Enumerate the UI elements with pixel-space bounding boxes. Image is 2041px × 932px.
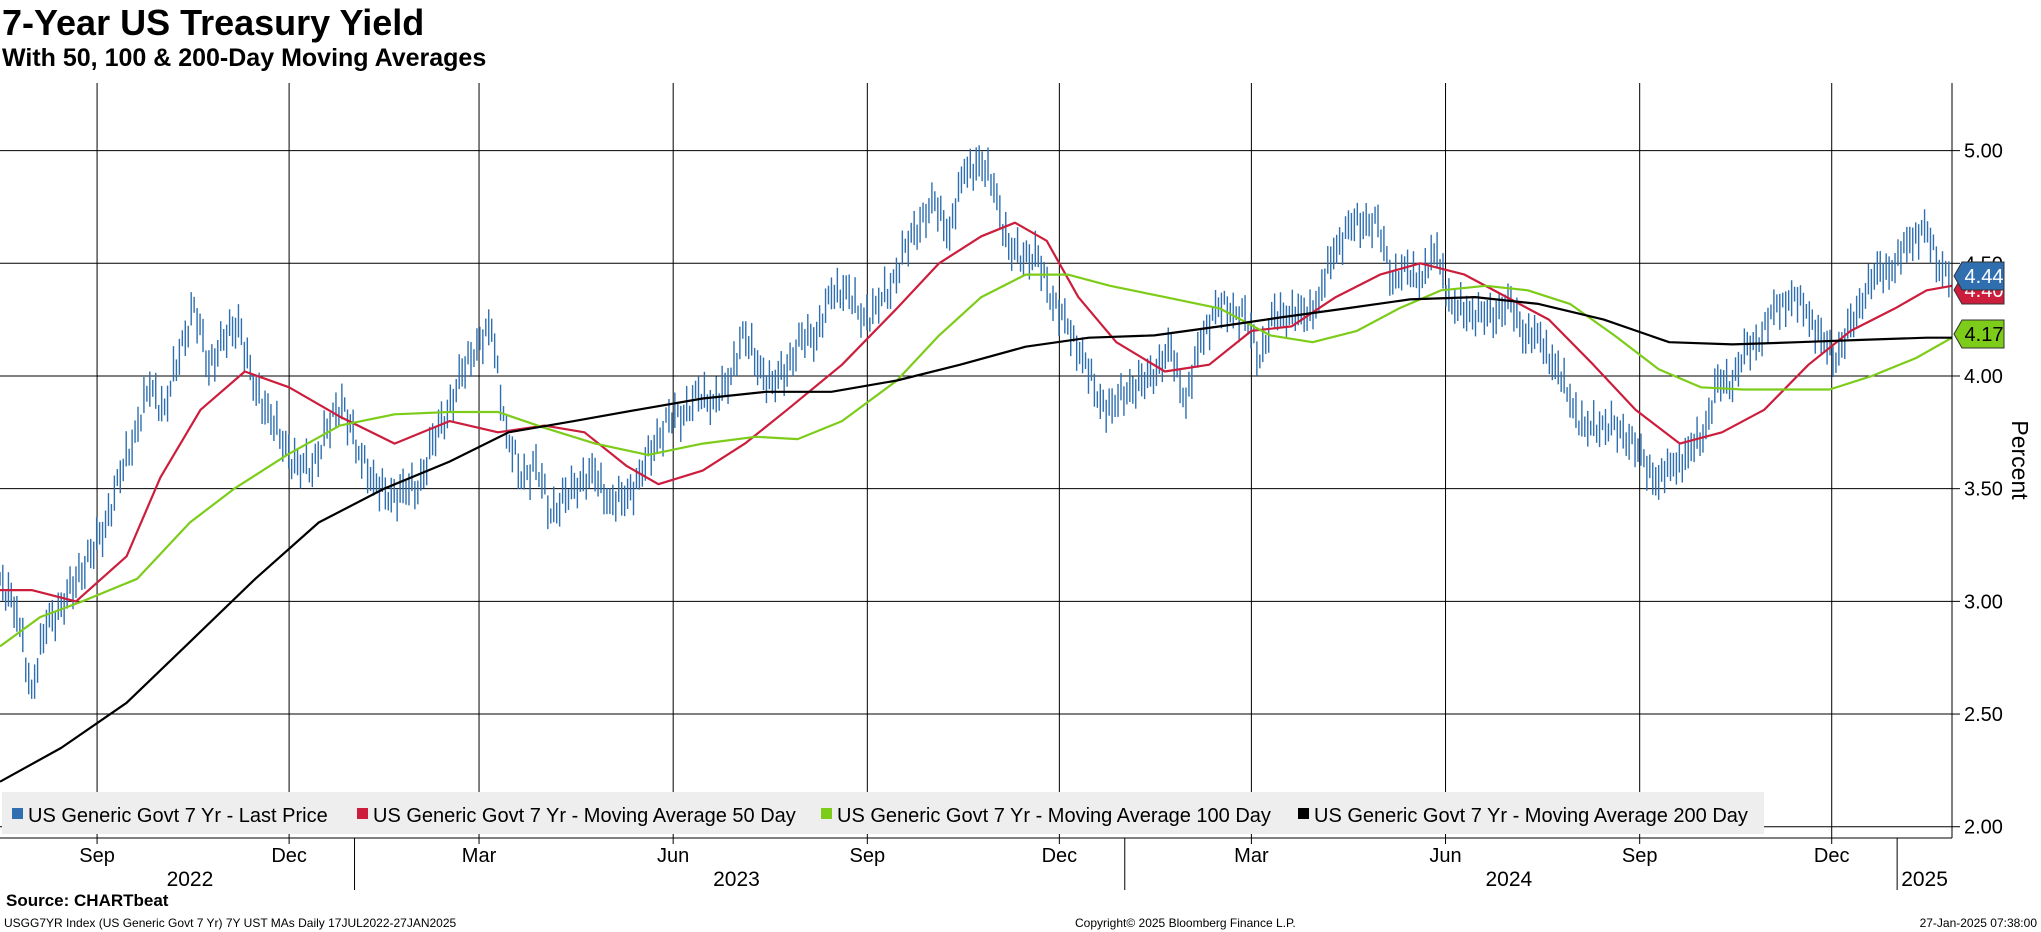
series-line-1 [0, 221, 1953, 603]
x-month-label: Mar [462, 845, 497, 867]
y-tick-label: 3.50 [1964, 479, 2003, 501]
legend-label: US Generic Govt 7 Yr - Moving Average 50… [373, 805, 796, 827]
x-month-label: Dec [1814, 845, 1850, 867]
footer-timestamp: 27-Jan-2025 07:38:00 [1919, 916, 2037, 930]
footer-series-info: USGG7YR Index (US Generic Govt 7 Yr) 7Y … [4, 916, 457, 930]
last-value-label: 4.17 [1953, 319, 2005, 349]
grid-lines [0, 83, 1952, 838]
y-tick-label: 3.00 [1964, 591, 2003, 613]
x-month-label: Sep [850, 845, 886, 867]
last-value-text: 4.44 [1965, 266, 2004, 288]
legend-swatch [1298, 808, 1309, 819]
x-year-label: 2022 [167, 868, 214, 891]
series-line-2 [0, 273, 1953, 648]
series-price-bars [0, 145, 1950, 699]
y-tick-label: 2.00 [1964, 817, 2003, 839]
y-tick-label: 2.50 [1964, 704, 2003, 726]
last-value-label: 4.44 [1953, 261, 2005, 291]
x-month-label: Dec [271, 845, 307, 867]
x-month-label: Jun [657, 845, 689, 867]
chart-title: 7-Year US Treasury Yield [2, 2, 425, 43]
x-month-label: Dec [1042, 845, 1078, 867]
chart-subtitle: With 50, 100 & 200-Day Moving Averages [2, 44, 487, 72]
legend-item[interactable]: US Generic Govt 7 Yr - Last Price [12, 805, 328, 827]
y-axis-title: Percent [2007, 420, 2033, 500]
last-value-labels: 4.404.174.44 [1953, 261, 2005, 349]
series-line-3 [0, 296, 1952, 783]
x-month-label: Sep [79, 845, 115, 867]
y-tick-label: 5.00 [1964, 141, 2003, 163]
x-year-label: 2025 [1901, 868, 1948, 891]
axes: 5.004.504.003.503.002.502.00SepDecMarJun… [0, 83, 2033, 891]
last-value-flag [1953, 261, 2005, 291]
series-layer [0, 145, 1953, 783]
legend-label: US Generic Govt 7 Yr - Moving Average 10… [837, 805, 1271, 827]
legend-swatch [357, 808, 368, 819]
legend-label: US Generic Govt 7 Yr - Moving Average 20… [1314, 805, 1748, 827]
last-value-text: 4.17 [1965, 324, 2004, 346]
x-month-label: Jun [1429, 845, 1461, 867]
legend-item[interactable]: US Generic Govt 7 Yr - Moving Average 50… [357, 805, 796, 827]
footer-copyright: Copyright© 2025 Bloomberg Finance L.P. [1075, 916, 1296, 930]
last-value-flag [1953, 319, 2005, 349]
x-month-label: Mar [1234, 845, 1269, 867]
x-year-label: 2023 [713, 868, 760, 891]
legend-item[interactable]: US Generic Govt 7 Yr - Moving Average 20… [1298, 805, 1748, 827]
source-note: Source: CHARTbeat [6, 891, 169, 910]
legend-swatch [12, 808, 23, 819]
x-month-label: Sep [1622, 845, 1658, 867]
y-tick-label: 4.00 [1964, 366, 2003, 388]
legend-item[interactable]: US Generic Govt 7 Yr - Moving Average 10… [821, 805, 1271, 827]
legend[interactable]: US Generic Govt 7 Yr - Last Price US Gene… [2, 792, 1764, 834]
x-year-label: 2024 [1485, 868, 1532, 891]
legend-background [2, 792, 1764, 834]
legend-swatch [821, 808, 832, 819]
legend-label: US Generic Govt 7 Yr - Last Price [28, 805, 328, 827]
